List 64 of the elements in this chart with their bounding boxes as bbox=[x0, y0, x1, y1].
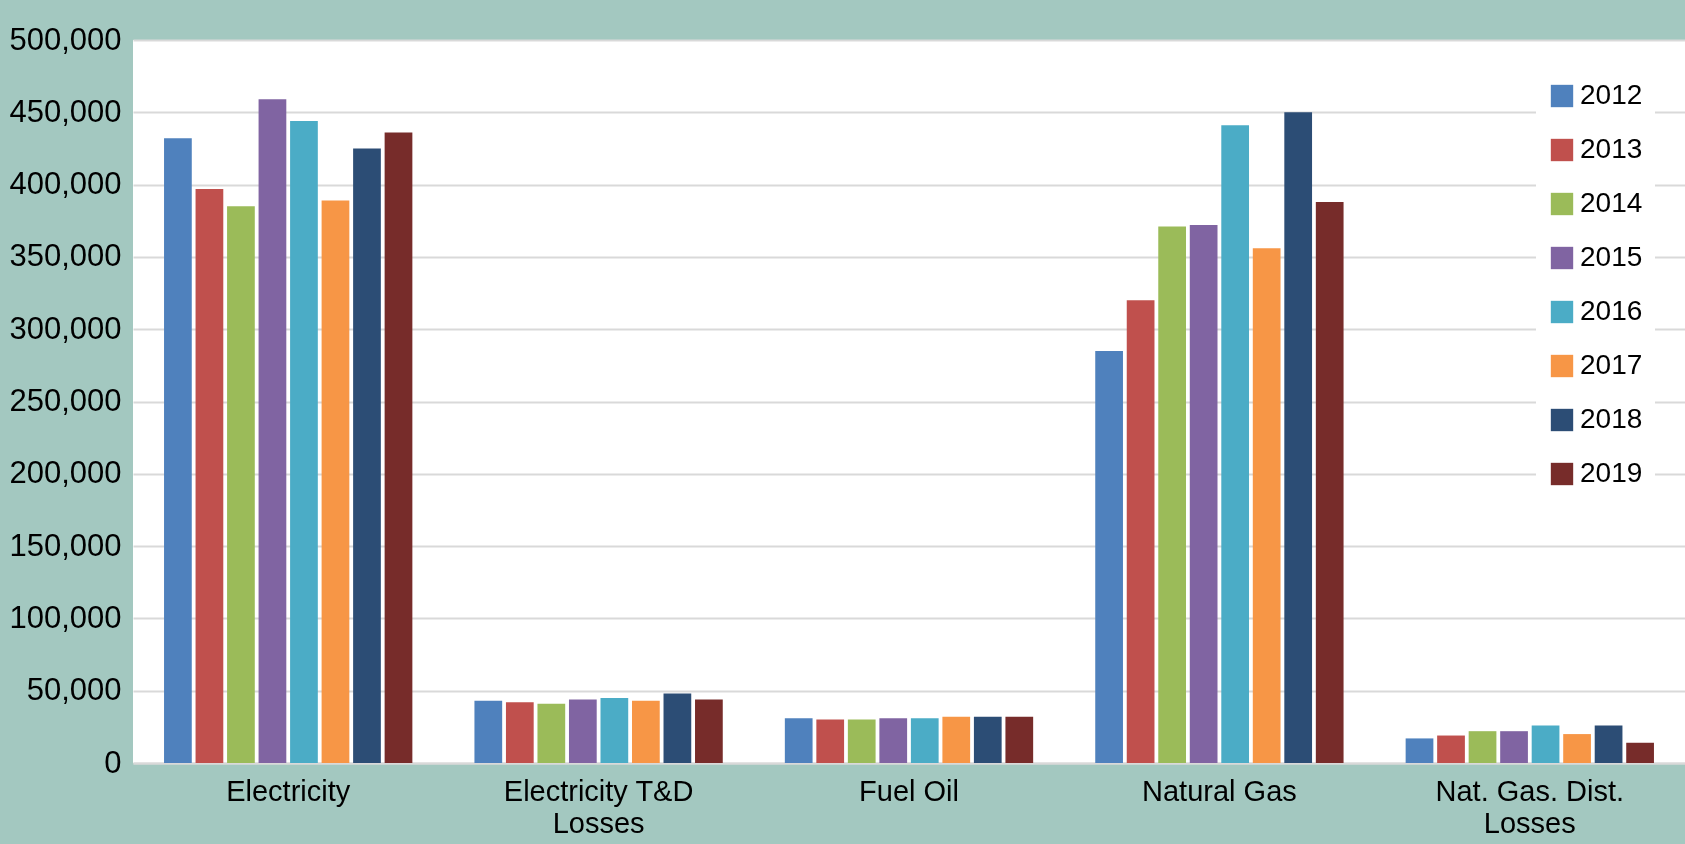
bar bbox=[847, 719, 876, 763]
bar bbox=[1158, 226, 1186, 763]
bar bbox=[1626, 742, 1654, 763]
y-tick-label: 100,000 bbox=[9, 599, 122, 635]
bar bbox=[1563, 734, 1591, 763]
legend-label: 2014 bbox=[1580, 187, 1643, 218]
bar bbox=[384, 132, 413, 763]
bar bbox=[942, 716, 971, 763]
bar bbox=[227, 206, 255, 763]
legend-label: 2013 bbox=[1580, 133, 1643, 164]
bar bbox=[1594, 725, 1623, 763]
bar bbox=[910, 718, 939, 763]
bar bbox=[1315, 201, 1344, 763]
bar bbox=[258, 99, 287, 763]
bar bbox=[1468, 731, 1497, 763]
legend-label: 2015 bbox=[1580, 241, 1643, 272]
bar bbox=[474, 700, 503, 763]
bar bbox=[632, 700, 660, 763]
bar bbox=[973, 716, 1002, 763]
y-tick-label: 0 bbox=[104, 744, 122, 780]
bar bbox=[663, 693, 692, 763]
legend-label: 2019 bbox=[1580, 457, 1643, 488]
bar bbox=[505, 702, 534, 763]
bar bbox=[290, 120, 318, 763]
bar bbox=[195, 188, 224, 763]
y-tick-label: 450,000 bbox=[9, 93, 122, 129]
bar bbox=[1126, 300, 1155, 763]
x-tick-label: Fuel Oil bbox=[859, 774, 959, 807]
x-tick-label: Natural Gas bbox=[1142, 774, 1297, 807]
bar bbox=[537, 703, 566, 763]
bar bbox=[1221, 125, 1250, 763]
legend-label: 2016 bbox=[1580, 295, 1643, 326]
x-tick-label: Electricity bbox=[226, 774, 351, 807]
bar bbox=[1095, 350, 1123, 763]
bar bbox=[784, 718, 813, 763]
y-tick-label: 500,000 bbox=[9, 21, 122, 57]
y-tick-label: 350,000 bbox=[9, 238, 122, 274]
bar bbox=[695, 699, 723, 763]
bar bbox=[568, 699, 597, 763]
y-tick-label: 300,000 bbox=[9, 310, 122, 346]
bar bbox=[1252, 248, 1281, 763]
legend-label: 2018 bbox=[1580, 403, 1643, 434]
bar bbox=[164, 138, 192, 763]
x-tick-label: Nat. Gas. Dist. Losses bbox=[1435, 774, 1625, 839]
legend-label: 2012 bbox=[1580, 79, 1643, 110]
bar bbox=[879, 718, 908, 763]
bar bbox=[1437, 735, 1465, 763]
bar bbox=[1500, 731, 1528, 763]
bar bbox=[600, 697, 629, 763]
y-tick-label: 50,000 bbox=[26, 672, 122, 708]
bar bbox=[816, 719, 845, 763]
bar bbox=[321, 200, 350, 763]
legend-label: 2017 bbox=[1580, 349, 1643, 380]
y-tick-label: 200,000 bbox=[9, 455, 122, 491]
bar bbox=[1189, 225, 1218, 763]
y-tick-label: 400,000 bbox=[9, 166, 122, 202]
bar bbox=[1284, 112, 1313, 763]
bar bbox=[1405, 738, 1434, 763]
bar bbox=[353, 148, 381, 763]
bar bbox=[1531, 725, 1560, 763]
y-tick-label: 250,000 bbox=[9, 383, 122, 418]
x-tick-label: Electricity T&D Losses bbox=[503, 774, 694, 839]
bar bbox=[1005, 716, 1034, 763]
y-tick-label: 150,000 bbox=[9, 527, 122, 563]
